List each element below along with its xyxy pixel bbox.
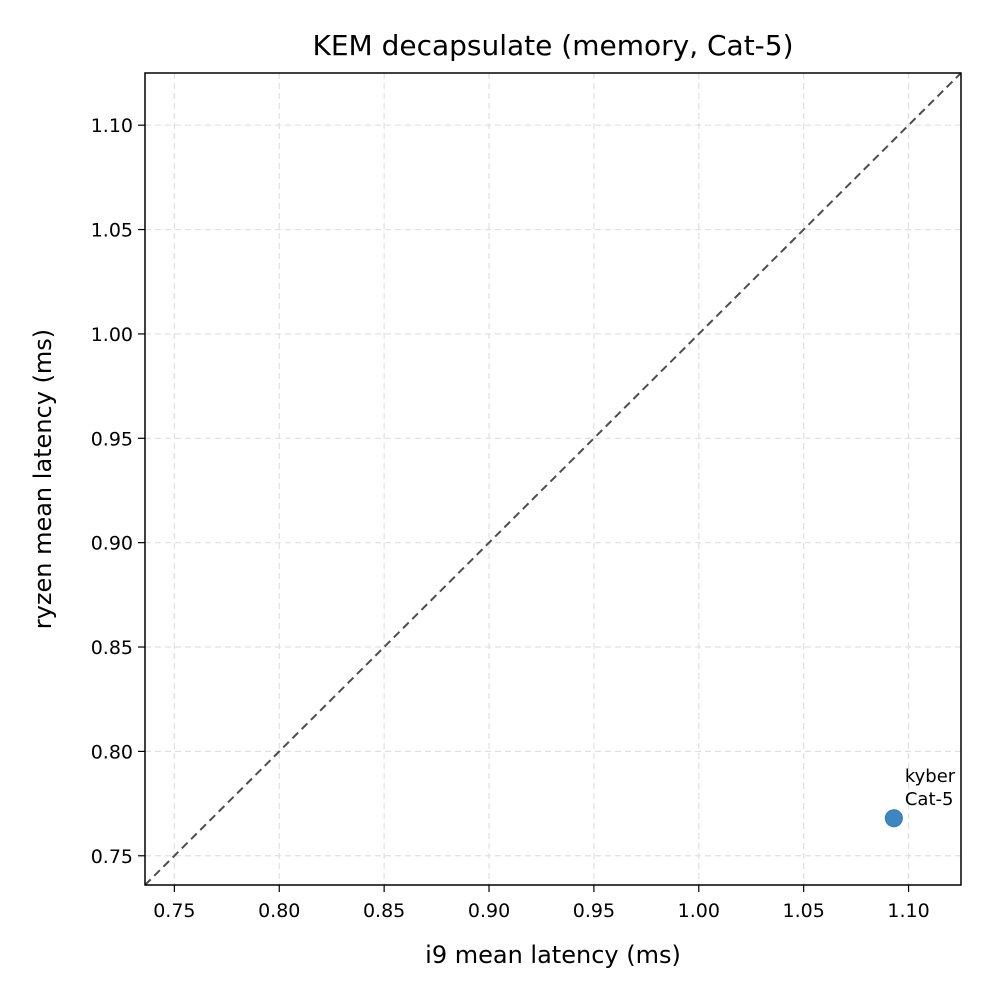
x-tick-label: 1.10 [887,900,929,922]
x-axis-ticks: 0.75 0.80 0.85 0.90 0.95 1.00 1.05 1.10 [153,885,930,922]
point-annotation-label: Cat-5 [905,789,954,810]
chart-title: KEM decapsulate (memory, Cat-5) [312,29,793,62]
y-tick-label: 0.95 [91,428,133,450]
x-tick-label: 1.05 [783,900,825,922]
x-tick-label: 0.80 [258,900,300,922]
y-tick-label: 0.85 [91,637,133,659]
y-tick-label: 1.10 [91,115,133,137]
y-tick-label: 0.90 [91,533,133,555]
y-tick-label: 0.75 [91,846,133,868]
x-tick-label: 0.75 [153,900,195,922]
data-point [884,809,903,828]
identity-reference-line [145,73,961,885]
y-axis-label: ryzen mean latency (ms) [29,329,57,629]
point-annotation-label: kyber [905,766,956,787]
x-axis-label: i9 mean latency (ms) [425,941,681,969]
x-tick-label: 1.00 [678,900,720,922]
x-tick-label: 0.95 [573,900,615,922]
reference-line-group [145,73,961,885]
x-tick-label: 0.85 [363,900,405,922]
y-tick-label: 0.80 [91,741,133,763]
plot-frame [144,72,962,886]
y-axis-ticks: 0.75 0.80 0.85 0.90 0.95 1.00 1.05 1.10 [91,115,145,868]
y-tick-label: 1.00 [91,324,133,346]
grid [145,73,961,885]
x-tick-label: 0.90 [468,900,510,922]
y-tick-label: 1.05 [91,220,133,242]
